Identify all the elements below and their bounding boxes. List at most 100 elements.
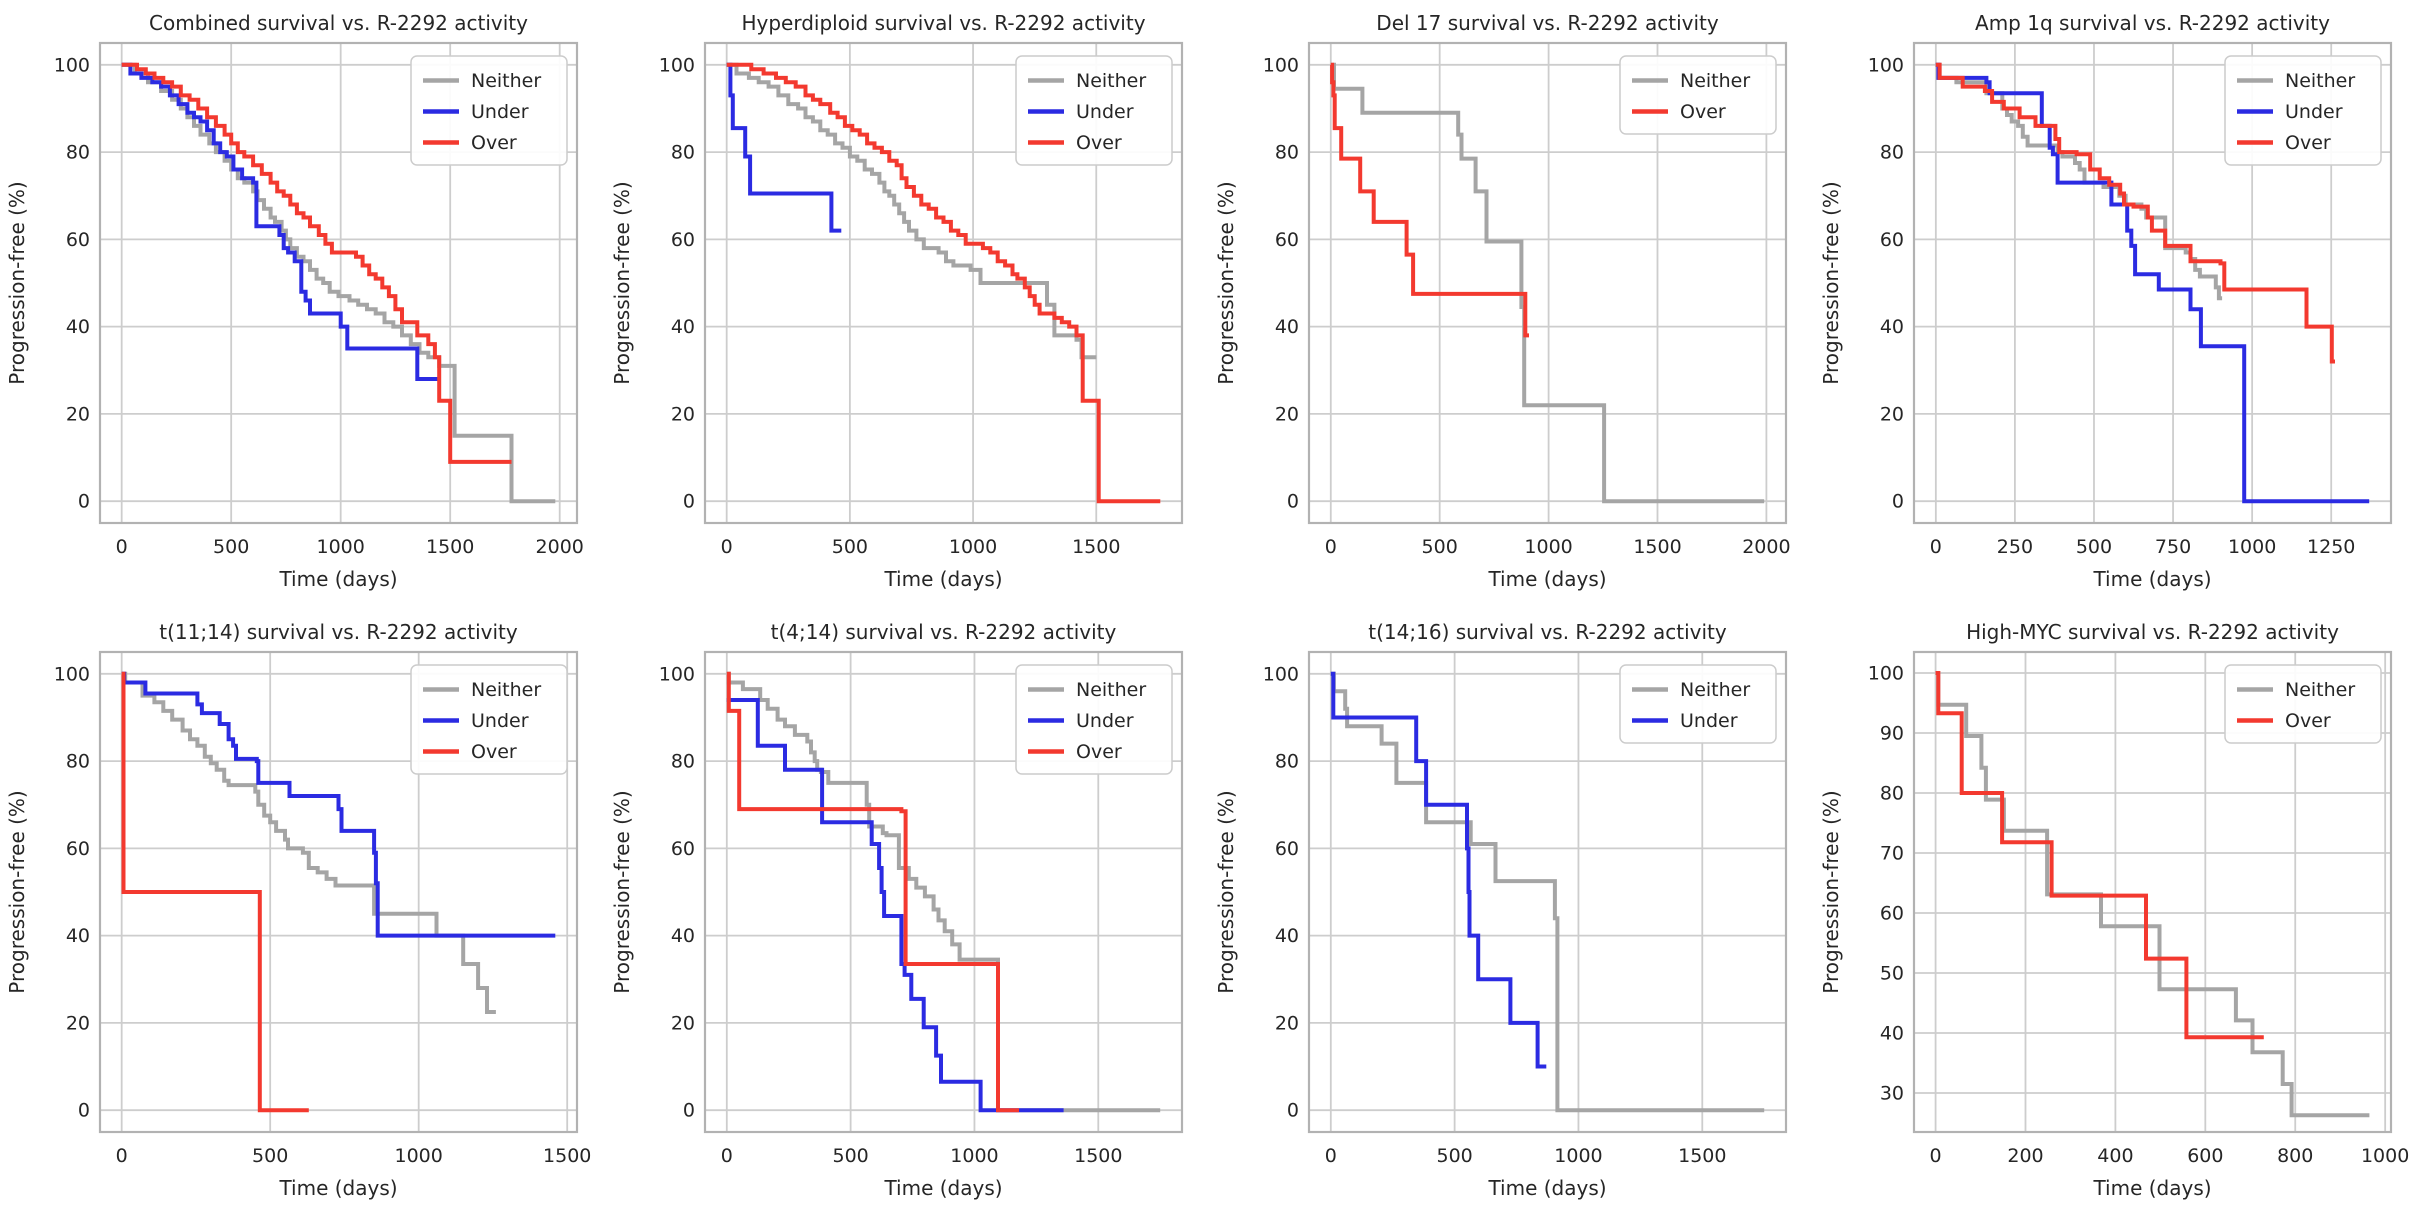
plot-border — [703, 41, 1183, 525]
survival-curve-over — [1935, 62, 2335, 364]
legend: Neither Under — [1619, 664, 1777, 744]
legend-box — [1619, 664, 1777, 744]
x-tick-label: 1500 — [1074, 1145, 1122, 1167]
legend-label: Neither — [2285, 70, 2355, 92]
legend-box — [1619, 55, 1777, 135]
x-tick-label: 500 — [1436, 1145, 1472, 1167]
x-axis-label: Time (days) — [2092, 567, 2211, 591]
panel-title: t(14;16) survival vs. R-2292 activity — [1368, 620, 1727, 644]
y-tick-label: 40 — [1879, 1023, 1903, 1045]
x-tick-label: 0 — [1929, 536, 1941, 558]
y-tick-label: 80 — [1275, 751, 1299, 773]
panel-svg-6: t(14;16) survival vs. R-2292 activity 0 50… — [1209, 609, 1814, 1218]
legend-label: Under — [471, 101, 529, 123]
x-tick-label: 400 — [2097, 1145, 2133, 1167]
x-axis-label: Time (days) — [883, 1176, 1002, 1200]
panel-title: High-MYC survival vs. R-2292 activity — [1966, 620, 2339, 644]
legend-label: Neither — [1680, 70, 1750, 92]
y-tick-label: 40 — [670, 316, 694, 338]
y-axis-label: Progression-free (%) — [1214, 790, 1238, 993]
y-tick-label: 0 — [78, 491, 90, 513]
x-tick-label: 1500 — [1072, 536, 1120, 558]
legend-item: Neither — [423, 679, 541, 701]
y-tick-label: 0 — [1287, 491, 1299, 513]
legend-item: Neither — [1632, 70, 1750, 92]
x-tick-label: 1500 — [543, 1145, 591, 1167]
y-axis-label: Progression-free (%) — [610, 790, 634, 993]
plot-border — [1912, 41, 2392, 525]
y-axis-label: Progression-free (%) — [1819, 790, 1843, 993]
plot-border — [98, 650, 579, 1134]
y-tick-label: 20 — [66, 1012, 90, 1034]
x-tick-label: 250 — [1996, 536, 2032, 558]
y-tick-label: 0 — [682, 1100, 694, 1122]
y-tick-label: 20 — [66, 403, 90, 425]
y-tick-label: 60 — [1879, 229, 1903, 251]
x-tick-label: 1500 — [426, 536, 474, 558]
legend-item: Under — [1027, 710, 1133, 732]
legend-label: Under — [1680, 710, 1738, 732]
survival-panel-7: High-MYC survival vs. R-2292 activity 0 20… — [1813, 609, 2418, 1218]
x-tick-label: 0 — [720, 1145, 732, 1167]
legend-label: Over — [2285, 132, 2331, 154]
legend: Neither Under Over — [410, 664, 568, 775]
y-tick-label: 100 — [1867, 54, 1903, 76]
legend-item: Neither — [2236, 679, 2355, 701]
x-tick-label: 200 — [2007, 1145, 2043, 1167]
legend: Neither Over — [1619, 55, 1777, 135]
y-tick-label: 40 — [1275, 925, 1299, 947]
plot-border — [703, 650, 1183, 1134]
legend-label: Over — [471, 132, 517, 154]
y-tick-label: 100 — [1867, 663, 1903, 685]
panel-title: Hyperdiploid survival vs. R-2292 activit… — [741, 11, 1145, 35]
y-tick-label: 60 — [670, 229, 694, 251]
legend-label: Under — [471, 710, 529, 732]
survival-panel-1: Hyperdiploid survival vs. R-2292 activit… — [604, 0, 1209, 609]
survival-curve-under — [1935, 62, 2369, 504]
y-tick-label: 40 — [670, 925, 694, 947]
plot-border — [98, 41, 579, 525]
survival-curve-under — [726, 62, 841, 233]
x-tick-label: 0 — [116, 1145, 128, 1167]
x-tick-label: 1000 — [1524, 536, 1572, 558]
legend-label: Neither — [1076, 70, 1146, 92]
legend-item: Over — [2236, 132, 2331, 154]
x-tick-label: 1000 — [1554, 1145, 1602, 1167]
y-tick-label: 30 — [1879, 1083, 1903, 1105]
legend-box — [2223, 55, 2382, 166]
x-axis-label: Time (days) — [1487, 567, 1606, 591]
panel-title: Amp 1q survival vs. R-2292 activity — [1975, 11, 2330, 35]
legend-label: Neither — [1076, 679, 1146, 701]
legend-label: Neither — [471, 679, 541, 701]
y-tick-label: 40 — [1879, 316, 1903, 338]
legend: Neither Under Over — [1014, 664, 1173, 775]
survival-curve-under — [726, 698, 1064, 1113]
x-tick-label: 1000 — [395, 1145, 443, 1167]
legend-item: Neither — [2236, 70, 2355, 92]
survival-panel-5: t(4;14) survival vs. R-2292 activity 0 500… — [604, 609, 1209, 1218]
legend-item: Under — [423, 710, 529, 732]
survival-curve-over — [726, 62, 1160, 504]
survival-curve-neither — [121, 671, 496, 1014]
legend-item: Neither — [1632, 679, 1750, 701]
y-axis-label: Progression-free (%) — [1214, 181, 1238, 384]
plot-border — [1307, 650, 1788, 1134]
y-tick-label: 20 — [670, 403, 694, 425]
x-tick-label: 1000 — [2227, 536, 2275, 558]
legend: Neither Under Over — [410, 55, 568, 166]
panel-svg-5: t(4;14) survival vs. R-2292 activity 0 500… — [604, 609, 1209, 1218]
x-tick-label: 0 — [1325, 536, 1337, 558]
panel-title: t(4;14) survival vs. R-2292 activity — [770, 620, 1116, 644]
x-tick-label: 1000 — [2360, 1145, 2408, 1167]
survival-curve-under — [121, 62, 440, 381]
legend-label: Over — [471, 741, 517, 763]
y-tick-label: 40 — [66, 925, 90, 947]
survival-panel-6: t(14;16) survival vs. R-2292 activity 0 50… — [1209, 609, 1814, 1218]
panel-svg-4: t(11;14) survival vs. R-2292 activity 0 50… — [0, 609, 605, 1218]
survival-curve-neither — [726, 671, 1160, 1113]
legend-item: Over — [2236, 710, 2330, 732]
x-tick-label: 0 — [1929, 1145, 1941, 1167]
legend-box — [410, 664, 568, 775]
survival-curve-neither — [121, 62, 556, 504]
panel-title: Combined survival vs. R-2292 activity — [149, 11, 528, 35]
